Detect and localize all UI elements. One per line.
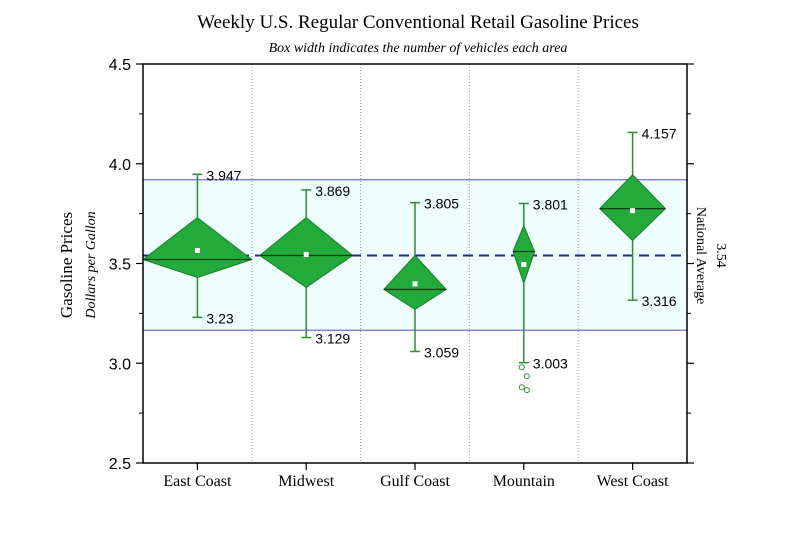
y-tick-label: 3.5	[109, 257, 131, 274]
min-value-label: 3.23	[206, 310, 233, 326]
plot-frame	[142, 63, 688, 464]
y-axis-label: Gasoline Prices	[57, 212, 76, 318]
y-tick-label: 2.5	[109, 456, 131, 473]
national-average-value: 3.54	[713, 243, 728, 268]
y-tick-label: 4.5	[109, 57, 131, 74]
max-value-label: 4.157	[642, 125, 677, 141]
outlier-point	[523, 373, 530, 380]
national-average-label: National Average	[693, 207, 708, 304]
y-axis-sublabel: Dollars per Gallon	[84, 211, 99, 319]
x-tick-label: Mountain	[493, 473, 555, 490]
chart-subtitle: Box width indicates the number of vehicl…	[269, 41, 568, 56]
chart-title: Weekly U.S. Regular Conventional Retail …	[197, 12, 639, 33]
x-tick-label: Midwest	[278, 473, 335, 490]
max-value-label: 3.801	[533, 196, 568, 212]
x-tick-label: East Coast	[163, 473, 232, 490]
diamond-box	[599, 174, 667, 242]
y-tick-label: 3.0	[109, 356, 131, 373]
min-value-label: 3.129	[315, 331, 350, 347]
outlier-point	[518, 384, 525, 391]
x-tick-label: Gulf Coast	[380, 473, 450, 490]
max-value-label: 3.805	[424, 196, 459, 212]
mean-marker	[303, 252, 309, 258]
x-tick-label: West Coast	[597, 473, 670, 490]
outlier-point	[518, 364, 525, 371]
min-value-label: 3.059	[424, 344, 459, 360]
outlier-point	[523, 387, 530, 394]
max-value-label: 3.947	[206, 167, 241, 183]
mean-marker	[194, 248, 200, 254]
min-value-label: 3.003	[533, 356, 568, 372]
max-value-label: 3.869	[315, 183, 350, 199]
diamond-box	[512, 224, 536, 286]
plot-area: 2.5 3.0 3.5 4.0 4.5 East Coast Midwest Gulf Coa…	[109, 57, 728, 490]
mean-marker	[412, 281, 418, 287]
mean-marker	[630, 208, 636, 214]
mean-marker	[521, 261, 527, 267]
diamond-box	[142, 216, 253, 278]
min-value-label: 3.316	[642, 293, 677, 309]
y-tick-label: 4.0	[109, 157, 131, 174]
